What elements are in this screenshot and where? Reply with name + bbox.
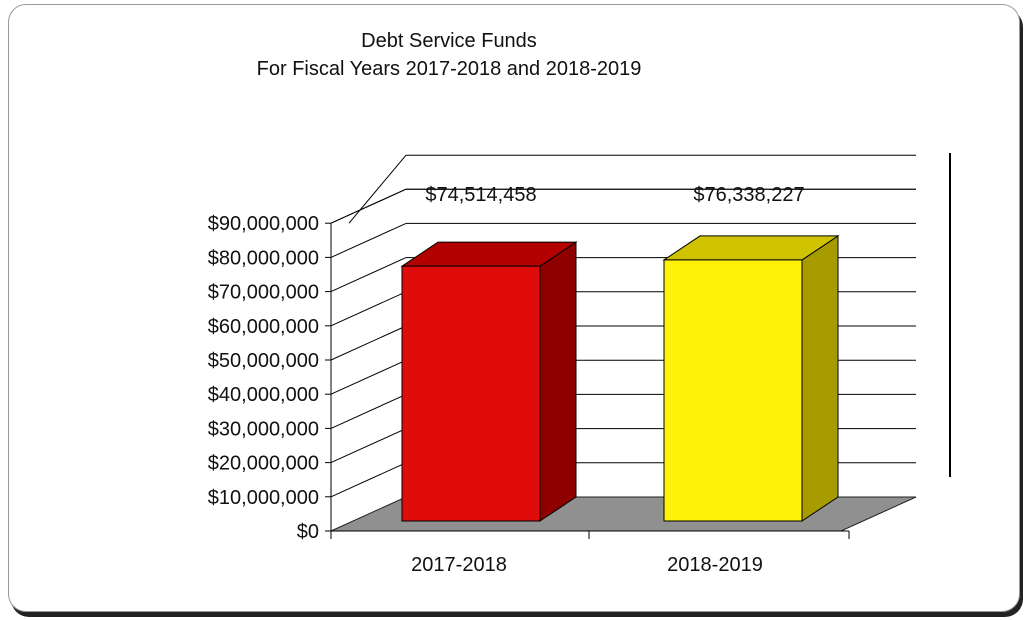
- bar-side: [539, 241, 577, 522]
- y-tick-label: $80,000,000: [208, 247, 319, 269]
- y-tick-label: $60,000,000: [208, 316, 319, 338]
- bar-chart: Debt Service Funds For Fiscal Years 2017…: [208, 30, 951, 576]
- y-tick-label: $50,000,000: [208, 350, 319, 372]
- gridline-diagonal: [330, 428, 407, 464]
- chart-frame: Debt Service Funds For Fiscal Years 2017…: [8, 4, 1020, 612]
- y-tick-label: $0: [297, 521, 319, 543]
- y-tick-label: $40,000,000: [208, 384, 319, 406]
- gridline-diagonal: [330, 359, 407, 395]
- data-label: $76,338,227: [693, 184, 804, 206]
- chart-title: Debt Service Funds: [361, 30, 537, 52]
- gridline-diagonal: [330, 188, 407, 224]
- gridline-diagonal: [330, 222, 407, 258]
- y-tick-label: $10,000,000: [208, 487, 319, 509]
- bar-side: [801, 234, 839, 522]
- gridline-diagonal: [348, 154, 407, 224]
- y-tick-label: $70,000,000: [208, 282, 319, 304]
- x-tick-label: 2018-2019: [667, 554, 763, 576]
- gridline-diagonal: [330, 291, 407, 327]
- y-tick-label: $90,000,000: [208, 213, 319, 235]
- y-tick-label: $30,000,000: [208, 418, 319, 440]
- gridline-diagonal: [330, 462, 407, 498]
- x-tick-label: 2017-2018: [411, 554, 507, 576]
- data-label: $74,514,458: [425, 184, 536, 206]
- chart-subtitle: For Fiscal Years 2017-2018 and 2018-2019: [257, 58, 642, 80]
- bar: [401, 265, 541, 522]
- y-tick-label: $20,000,000: [208, 453, 319, 475]
- gridline-diagonal: [330, 257, 407, 293]
- gridline-diagonal: [330, 393, 407, 429]
- gridline-diagonal: [330, 325, 407, 361]
- bar: [663, 259, 803, 522]
